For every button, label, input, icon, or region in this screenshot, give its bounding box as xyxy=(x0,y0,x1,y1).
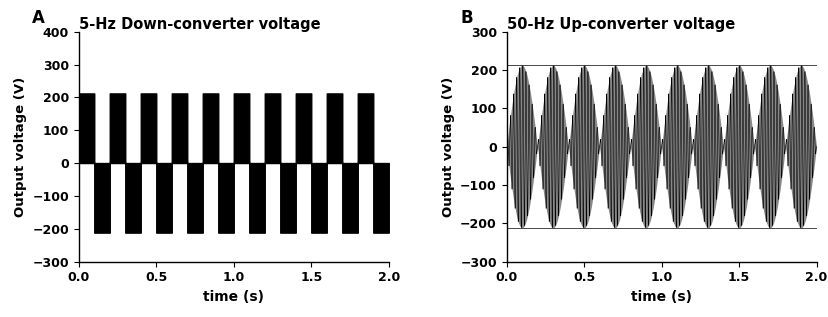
Y-axis label: Output voltage (V): Output voltage (V) xyxy=(441,76,454,217)
Text: B: B xyxy=(460,9,472,27)
Text: 50-Hz Up-converter voltage: 50-Hz Up-converter voltage xyxy=(506,17,734,32)
Text: A: A xyxy=(32,9,45,27)
Text: 5-Hz Down-converter voltage: 5-Hz Down-converter voltage xyxy=(79,17,320,32)
Y-axis label: Output voltage (V): Output voltage (V) xyxy=(14,76,26,217)
X-axis label: time (s): time (s) xyxy=(630,290,691,304)
X-axis label: time (s): time (s) xyxy=(203,290,264,304)
